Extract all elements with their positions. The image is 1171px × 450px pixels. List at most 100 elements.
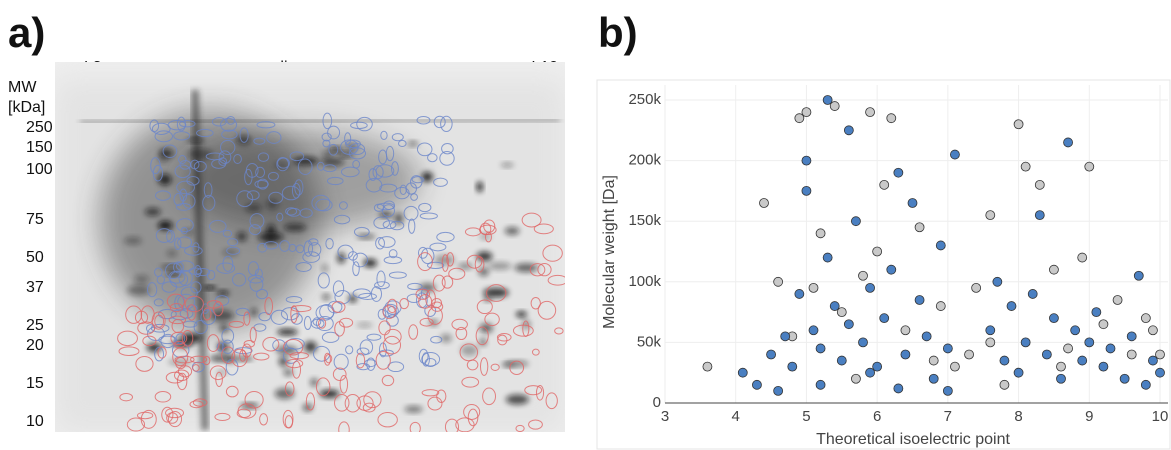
gel-spot-outline: [283, 339, 304, 356]
gel-spot-outline: [176, 180, 195, 195]
gel-spot-outline: [441, 142, 454, 155]
point: [1140, 313, 1151, 324]
gel-spot-outline: [245, 163, 259, 178]
point: [942, 343, 953, 354]
gel-spot-outline: [167, 411, 183, 428]
gel-spot-outline: [419, 212, 438, 220]
point: [921, 331, 932, 342]
gel-spot-outline: [214, 412, 231, 421]
point: [1091, 307, 1102, 318]
x-tick-label: 9: [1085, 408, 1093, 425]
gel-spot-outline: [521, 212, 542, 228]
gel-spot-outline: [416, 116, 431, 125]
gel-spot-outline: [328, 143, 339, 156]
gel-spot-outline: [522, 320, 530, 337]
gel-spot-outline: [151, 122, 171, 135]
mw-label: 25: [26, 317, 44, 334]
gel-spot-outline: [165, 371, 185, 384]
gel-spot-outline: [407, 282, 423, 291]
gel-spot-outline: [337, 244, 354, 259]
gel-spot-outline: [326, 176, 344, 186]
gel-spot-outline: [318, 318, 327, 329]
gel-spot-outline: [466, 359, 479, 371]
gel-spot-outline: [202, 307, 212, 321]
gel-spot-outline: [189, 400, 204, 409]
gel-spot-outline: [446, 252, 455, 267]
gel-spot-outline: [313, 345, 331, 362]
gel-spot-outline: [126, 417, 146, 432]
y-tick-label: 0: [653, 394, 661, 411]
point: [1013, 367, 1024, 378]
gel-spot-outline: [381, 374, 395, 387]
y-axis-title: Molecular weight [Da]: [601, 175, 618, 329]
gel-spot-outline: [295, 262, 312, 273]
point: [822, 252, 833, 263]
gel-spot-outline: [146, 282, 158, 298]
gel-spot: [322, 294, 331, 300]
gel-spot-outline: [376, 202, 395, 211]
gel-spot-outline: [530, 297, 541, 310]
gel-spot: [236, 231, 247, 242]
gel-spot-outline: [321, 132, 332, 142]
mw-label: 75: [26, 211, 44, 228]
gel-spot-outline: [222, 255, 234, 272]
point: [914, 222, 925, 233]
gel-spot-outline: [382, 204, 395, 218]
point: [815, 228, 826, 239]
gel-spot-outline: [289, 151, 305, 162]
gel-spot-outline: [233, 154, 242, 164]
point: [992, 276, 1003, 287]
gel-spot: [476, 251, 493, 262]
mw-label: 150: [26, 139, 53, 156]
gel-spot-outline: [175, 218, 194, 233]
gel-spot-outline: [352, 261, 360, 277]
point: [1049, 313, 1059, 324]
point: [773, 276, 784, 287]
gel-spot-outline: [253, 352, 270, 361]
gel-spot-outline: [244, 390, 264, 409]
gel-spot-outline: [270, 309, 289, 325]
point: [773, 385, 784, 396]
gel-spot-outline: [235, 307, 250, 317]
gel-spot-outline: [444, 418, 460, 432]
point: [1077, 355, 1088, 366]
gel-spot-outline: [154, 346, 165, 362]
point: [950, 149, 960, 160]
gel-spot-outline: [482, 387, 497, 406]
gel-spot-outline: [160, 333, 176, 349]
gel-spot-outline: [206, 334, 220, 353]
gel-spot-outline: [524, 385, 543, 396]
gel-spot-outline: [236, 190, 254, 208]
point: [1020, 337, 1031, 348]
gel-spot-outline: [322, 139, 331, 148]
gel-spot-outline: [419, 317, 434, 327]
x-tick-label: 3: [661, 408, 669, 425]
gel-spot-outline: [262, 336, 280, 352]
gel-spot-outline: [192, 398, 208, 407]
point: [737, 367, 748, 378]
gel-spot-outline: [390, 161, 399, 176]
point: [985, 337, 996, 348]
gel-spot-outline: [193, 320, 208, 335]
gel-spot-outline: [179, 120, 196, 128]
gel-spot: [478, 267, 490, 277]
mw-label: 250: [26, 119, 53, 136]
x-tick-label: 10: [1152, 408, 1169, 425]
gel-spot-outline: [167, 120, 187, 131]
point: [1056, 361, 1066, 372]
gel-spot-outline: [388, 249, 398, 259]
gel-spot-outline: [239, 127, 249, 143]
point: [801, 185, 812, 196]
gel-spot-outline: [225, 385, 239, 398]
gel-spot-outline: [375, 237, 385, 250]
gel-spot-outline: [263, 241, 279, 250]
gel-spot-outline: [221, 328, 235, 344]
gel-spot: [363, 258, 377, 268]
point: [829, 101, 840, 111]
gel-spot-outline: [222, 229, 233, 238]
gel-spot-outline: [184, 295, 204, 313]
mw-label: 100: [26, 161, 53, 178]
gel-spot-outline: [391, 133, 404, 142]
gel-spot-outline: [195, 268, 211, 277]
gel-spot-outline: [216, 342, 225, 352]
